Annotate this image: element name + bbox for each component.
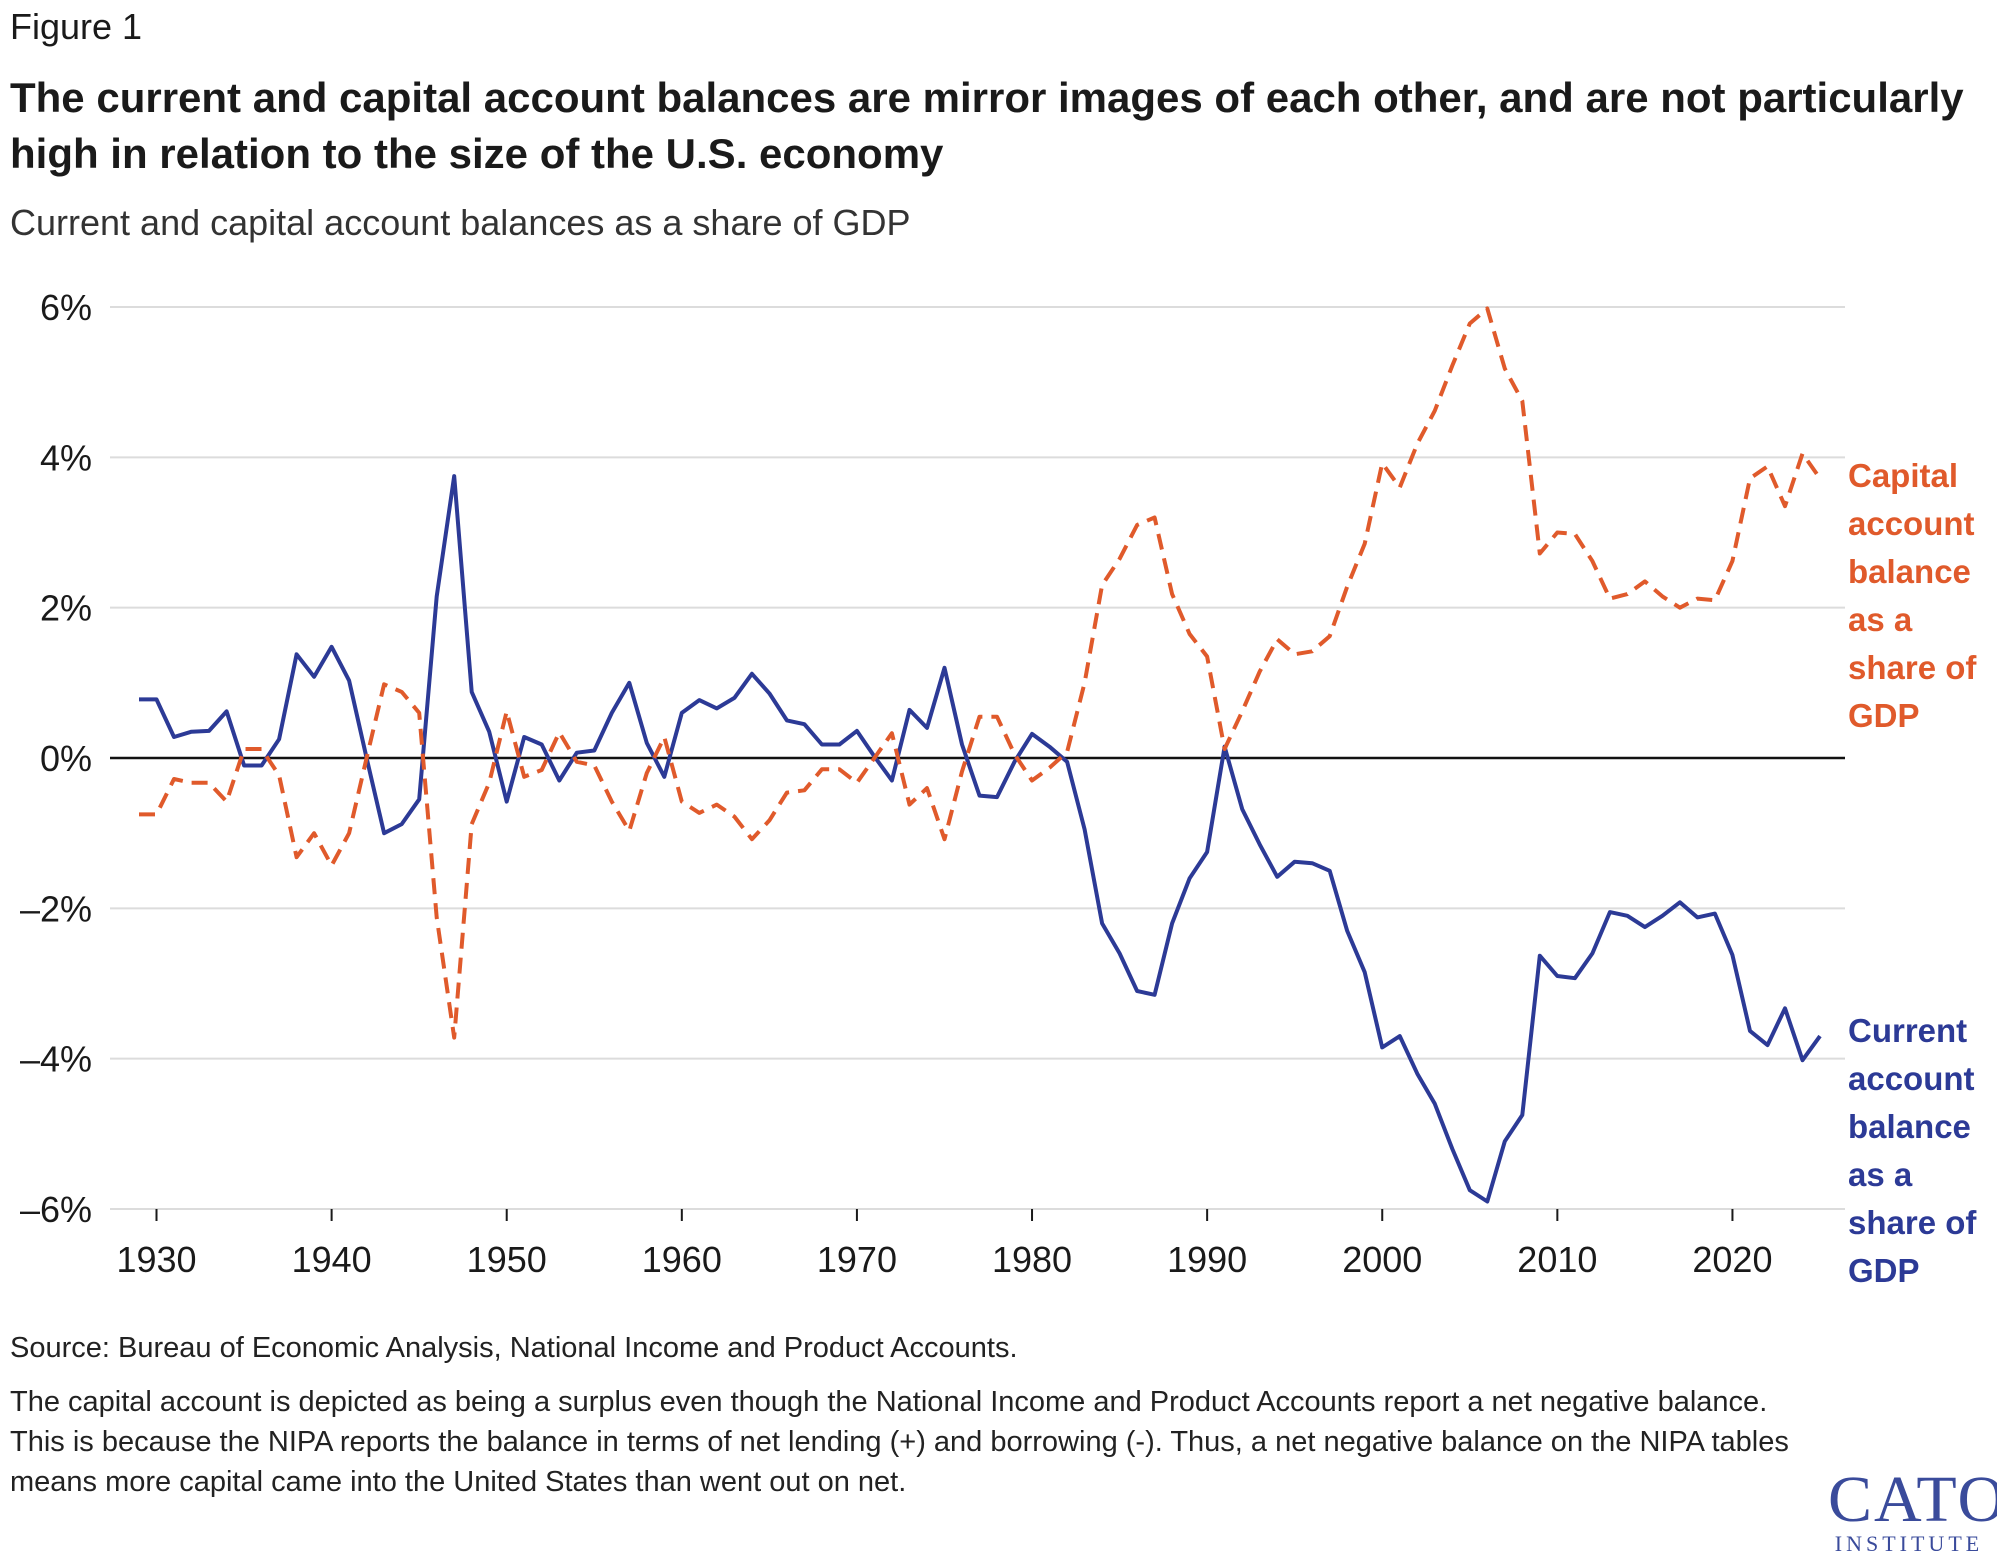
y-tick-label: 6% bbox=[40, 287, 92, 328]
x-tick-label: 2000 bbox=[1342, 1239, 1422, 1280]
y-tick-label: 0% bbox=[40, 738, 92, 779]
y-axis-ticks: 6% 4% 2% 0% –2% –4% –6% bbox=[20, 287, 92, 1230]
capital-series-label: Capital account balance as a share of GD… bbox=[1848, 457, 1977, 734]
x-tick-label: 2010 bbox=[1517, 1239, 1597, 1280]
x-tick-label: 1980 bbox=[992, 1239, 1072, 1280]
chart-title: The current and capital account balances… bbox=[10, 74, 1964, 177]
series-lines bbox=[139, 306, 1822, 1204]
y-tick-label: –4% bbox=[20, 1039, 92, 1080]
x-tick-label: 1970 bbox=[817, 1239, 897, 1280]
x-tick-label: 1940 bbox=[292, 1239, 372, 1280]
x-tick-label: 1950 bbox=[467, 1239, 547, 1280]
source-note: Source: Bureau of Economic Analysis, Nat… bbox=[10, 1332, 1018, 1364]
capital-account-line bbox=[139, 306, 1822, 1040]
y-tick-label: 4% bbox=[40, 437, 92, 478]
x-tick-label: 2020 bbox=[1692, 1239, 1772, 1280]
line-chart: 6%4%2%0%–2%–4%–6% 1930 1940 1950 1960 1970 19… bbox=[20, 287, 1845, 1280]
x-tick-label: 1960 bbox=[642, 1239, 722, 1280]
x-tick-label: 1990 bbox=[1167, 1239, 1247, 1280]
current-account-line bbox=[139, 474, 1822, 1204]
footnote: The capital account is depicted as being… bbox=[10, 1386, 1789, 1498]
y-tick-label: –6% bbox=[20, 1189, 92, 1230]
logo-subtitle: INSTITUTE bbox=[1834, 1531, 1984, 1556]
y-tick-label: 2% bbox=[40, 588, 92, 629]
logo-wordmark: CATO bbox=[1828, 1463, 1997, 1536]
x-tick-label: 1930 bbox=[116, 1239, 196, 1280]
chart-subtitle: Current and capital account balances as … bbox=[10, 202, 911, 243]
figure-label: Figure 1 bbox=[10, 6, 143, 47]
cato-logo: CATO INSTITUTE bbox=[1828, 1463, 1997, 1556]
y-tick-label: –2% bbox=[20, 888, 92, 929]
current-series-label: Current account balance as a share of GD… bbox=[1848, 1012, 1977, 1289]
x-axis-ticks: 1930 1940 1950 1960 1970 1980 1990 2000 2010 2020 bbox=[116, 1209, 1772, 1280]
gridlines bbox=[110, 306, 1845, 1210]
